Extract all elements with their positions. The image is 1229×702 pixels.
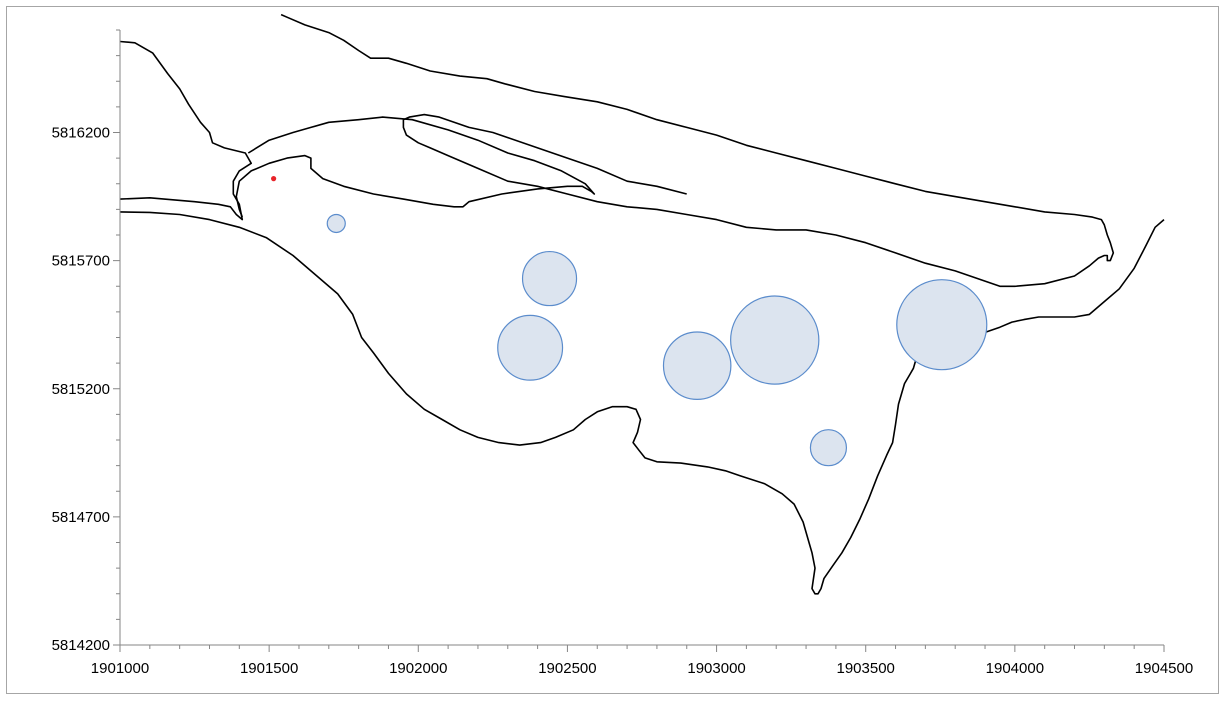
bubble-2 — [521, 250, 578, 307]
outline-path-2 — [119, 211, 1165, 595]
outline-path-3 — [235, 116, 596, 218]
bubble-1 — [326, 213, 346, 234]
x-tick-label: 1904500 — [1135, 660, 1193, 677]
outline-path-4 — [280, 13, 1115, 288]
x-tick-label: 1901000 — [91, 660, 149, 677]
bubble-5 — [730, 295, 820, 385]
x-tick-label: 1903500 — [837, 660, 895, 677]
bubble-6 — [809, 429, 848, 467]
x-tick-label: 1902000 — [389, 660, 447, 677]
bubble-3 — [497, 314, 564, 381]
x-tick-label: 1903000 — [687, 660, 745, 677]
x-tick-label: 1901500 — [240, 660, 298, 677]
y-tick-label: 5814200 — [52, 637, 110, 654]
x-tick-label: 1904000 — [986, 660, 1044, 677]
y-tick-label: 5815200 — [52, 381, 110, 398]
chart-frame — [6, 6, 1219, 694]
outline-path-1 — [119, 40, 252, 221]
y-tick-label: 5815700 — [52, 253, 110, 270]
bubble-4 — [662, 331, 732, 400]
marker-point-1 — [271, 176, 277, 182]
x-tick-label: 1902500 — [538, 660, 596, 677]
y-tick-label: 5814700 — [52, 509, 110, 526]
bubble-7 — [896, 279, 988, 371]
y-tick-label: 5816200 — [52, 125, 110, 142]
